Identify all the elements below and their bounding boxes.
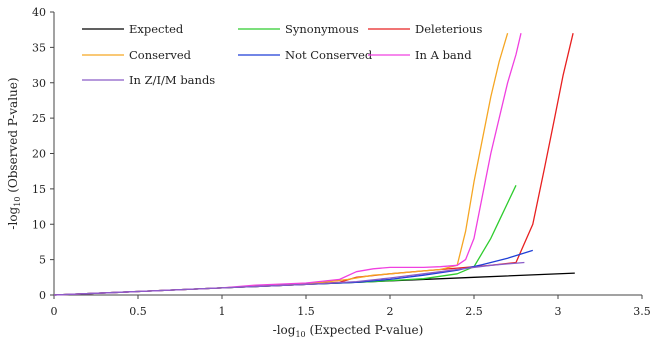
y-tick-label: 15	[32, 183, 46, 196]
x-tick-label: 0.5	[129, 305, 147, 318]
legend-label-0: Expected	[129, 22, 184, 36]
legend-label-4: Not Conserved	[285, 48, 373, 62]
y-tick-label: 25	[32, 112, 46, 125]
y-tick-label: 35	[32, 41, 46, 54]
series-lines	[53, 33, 575, 296]
series-line-6	[53, 261, 525, 296]
x-tick-label: 2.5	[465, 305, 483, 318]
series-line-5	[53, 33, 522, 296]
y-tick-label: 10	[32, 218, 46, 231]
series-line-3	[53, 33, 509, 296]
x-tick-label: 0	[51, 305, 58, 318]
legend-label-3: Conserved	[129, 48, 192, 62]
y-axis-label: -log10 (Observed P-value)	[6, 77, 22, 229]
x-tick-label: 1.5	[297, 305, 315, 318]
y-tick-label: 0	[39, 289, 46, 302]
x-tick-label: 2	[387, 305, 394, 318]
tick-labels: 0 0.5 1 1.5 2 2.5 3 3.5 0 5 10 15 20 25 30 35 40	[32, 6, 650, 318]
legend-label-1: Synonymous	[285, 22, 359, 36]
legend-label-6: In Z/I/M bands	[129, 73, 215, 87]
y-tick-label: 40	[32, 6, 46, 19]
y-tick-label: 30	[32, 77, 46, 90]
x-axis-label: -log10 (Expected P-value)	[273, 323, 424, 339]
axes	[50, 11, 643, 299]
y-tick-label: 5	[39, 254, 46, 267]
x-tick-label: 1	[219, 305, 226, 318]
x-tick-label: 3	[555, 305, 562, 318]
x-tick-label: 3.5	[633, 305, 650, 318]
legend-label-5: In A band	[415, 48, 472, 62]
legend: Expected Synonymous Deleterious Conserved No…	[82, 22, 482, 87]
y-tick-label: 20	[32, 148, 46, 161]
legend-label-2: Deleterious	[415, 22, 482, 36]
